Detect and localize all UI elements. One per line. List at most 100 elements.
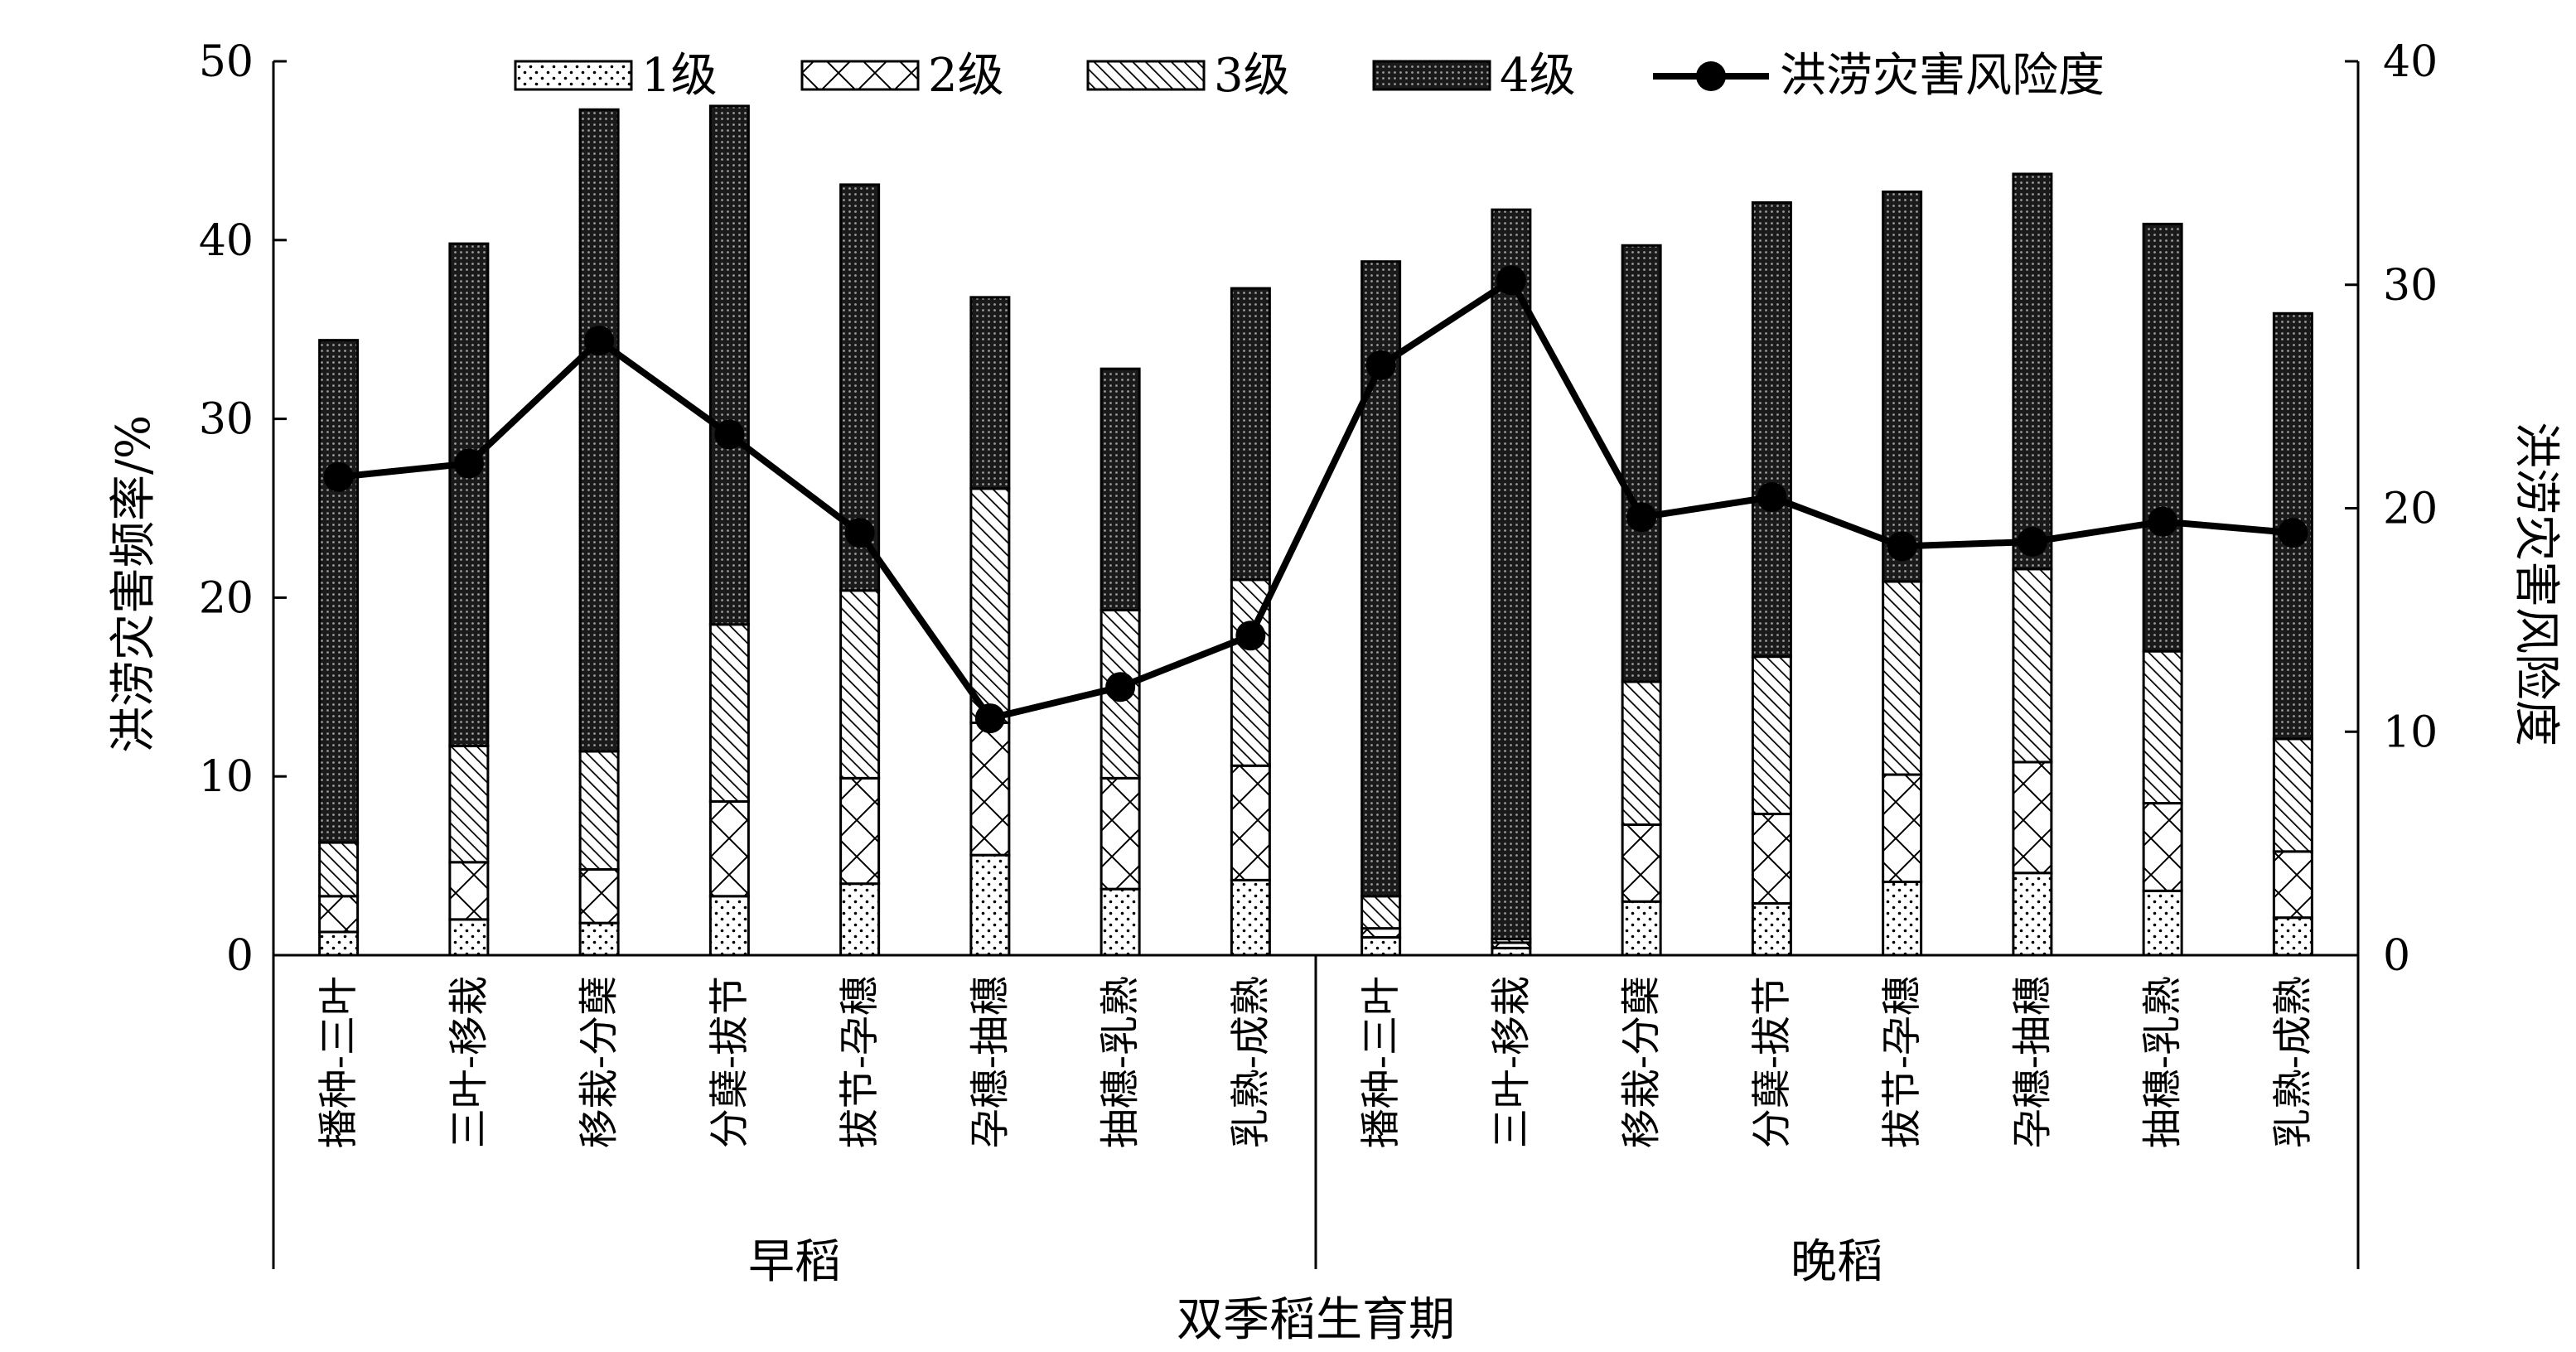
legend-label: 洪涝灾害风险度 [1780, 49, 2105, 103]
bar-segment-level-4 [708, 104, 750, 626]
x-group-label: 晚稻 [1791, 1235, 1883, 1289]
bar-segment-level-3 [448, 745, 490, 864]
legend: 1级 2级 3级 4级 洪涝灾害风险度 [514, 49, 2105, 103]
bar-segment-level-1 [578, 921, 620, 957]
x-category-label: 抽穗-乳熟 [2139, 976, 2186, 1148]
bar-segment-level-4 [969, 296, 1011, 490]
legend-swatch-level-3 [1086, 60, 1206, 91]
bar-segment-level-3 [708, 623, 750, 803]
bar-segment-level-4 [1230, 287, 1271, 582]
y-right-tick-label: 10 [2383, 707, 2438, 757]
bar-segment-level-2 [2012, 760, 2053, 875]
bar-segment-level-1 [448, 918, 490, 957]
risk-degree-point [1626, 502, 1657, 533]
bar-segment-level-2 [318, 895, 360, 934]
bar-segment-level-4 [578, 108, 620, 753]
bar-segment-level-1 [1751, 901, 1792, 957]
bar-segment-level-1 [1100, 887, 1141, 957]
x-category-label: 移栽-分蘖 [576, 976, 622, 1148]
bar-segment-level-4 [1751, 200, 1792, 659]
bar-segment-level-3 [839, 589, 881, 780]
bar-segment-level-3 [318, 841, 360, 898]
bar-segment-level-3 [1621, 680, 1662, 826]
x-category-label: 孕穗-抽穗 [2009, 976, 2056, 1148]
y-axis-left-title: 洪涝灾害频率/% [107, 415, 161, 753]
bar-segment-level-1 [2272, 916, 2313, 957]
x-category-label: 抽穗-乳熟 [1097, 976, 1143, 1148]
y-left-tick-label: 50 [199, 37, 254, 87]
x-category-label: 三叶-移栽 [1488, 976, 1534, 1148]
y-left-tick-label: 30 [199, 395, 254, 445]
risk-degree-point [323, 461, 354, 492]
bar-segment-level-2 [448, 861, 490, 921]
bar-segment-level-3 [2272, 737, 2313, 853]
legend-line-marker [1696, 61, 1726, 91]
risk-degree-point [1365, 350, 1396, 380]
risk-degree-point [584, 326, 615, 356]
x-category-label: 移栽-分蘖 [1618, 976, 1665, 1148]
bar-segment-level-1 [708, 895, 750, 957]
risk-degree-point [1235, 620, 1266, 651]
risk-degree-point [453, 448, 484, 479]
bar-segment-level-1 [1360, 935, 1402, 957]
bar-segment-level-1 [969, 853, 1011, 957]
y-right-tick-label: 40 [2383, 37, 2438, 87]
bar-segment-level-2 [1360, 927, 1402, 939]
y-right-tick-label: 20 [2383, 485, 2438, 534]
bar-segment-level-1 [1882, 881, 1923, 957]
bar-segment-level-4 [1621, 244, 1662, 683]
bar-segment-level-4 [1882, 191, 1923, 583]
x-category-label: 播种-三叶 [316, 976, 362, 1148]
bar-segment-level-3 [2012, 567, 2053, 764]
bars-layer [318, 104, 2313, 957]
x-group-label: 早稻 [748, 1235, 841, 1289]
x-category-label: 三叶-移栽 [446, 976, 492, 1148]
legend-label: 4级 [1500, 49, 1576, 103]
x-category-label: 乳熟-成熟 [1227, 976, 1274, 1148]
bar-segment-level-1 [318, 930, 360, 957]
bar-segment-level-2 [1100, 776, 1141, 891]
bar-segment-level-2 [839, 776, 881, 886]
x-category-label: 孕穗-抽穗 [967, 976, 1013, 1148]
bar-segment-level-1 [1230, 878, 1271, 957]
bar-segment-level-2 [1882, 773, 1923, 884]
risk-degree-point [1757, 482, 1787, 513]
bar-segment-level-4 [318, 339, 360, 844]
y-left-tick-label: 0 [226, 931, 254, 981]
y-right-tick-label: 0 [2383, 931, 2410, 981]
risk-degree-point [1887, 531, 1917, 562]
bar-segment-level-1 [839, 882, 881, 957]
x-category-label: 播种-三叶 [1358, 976, 1404, 1148]
bar-segment-level-3 [1751, 655, 1792, 816]
axes-layer: 0 10 20 30 40 50 0 10 20 30 40 播种-三叶 三叶-移栽 移栽-分蘖 分蘖-拔节… [199, 37, 2438, 1289]
risk-degree-point [2278, 518, 2308, 548]
legend-label: 3级 [1214, 49, 1290, 103]
y-right-tick-label: 30 [2383, 261, 2438, 311]
bar-segment-level-4 [2012, 172, 2053, 571]
risk-degree-point [1105, 672, 1136, 703]
x-category-label: 分蘖-拔节 [706, 976, 752, 1148]
bar-segment-level-4 [1100, 367, 1141, 612]
risk-degree-point [974, 703, 1005, 734]
risk-degree-point [2017, 526, 2047, 557]
bar-segment-level-2 [1621, 823, 1662, 903]
x-category-label: 乳熟-成熟 [2269, 976, 2316, 1148]
bar-segment-level-4 [2142, 222, 2183, 653]
bar-segment-level-2 [1751, 813, 1792, 905]
x-category-label: 拔节-孕穗 [837, 976, 883, 1148]
bar-segment-level-3 [969, 487, 1011, 724]
bar-segment-level-2 [1230, 764, 1271, 881]
legend-swatch-level-1 [514, 60, 633, 91]
bar-segment-level-2 [2272, 850, 2313, 920]
bar-segment-level-2 [708, 799, 750, 898]
x-axis-title: 双季稻生育期 [1177, 1293, 1455, 1347]
risk-degree-point [2148, 506, 2178, 537]
bar-segment-level-3 [2142, 649, 2183, 805]
x-category-label: 分蘖-拔节 [1748, 976, 1795, 1148]
bar-segment-level-2 [2142, 802, 2183, 892]
bar-segment-level-4 [448, 242, 490, 748]
y-left-tick-label: 20 [199, 573, 254, 623]
risk-degree-line [338, 275, 2293, 722]
